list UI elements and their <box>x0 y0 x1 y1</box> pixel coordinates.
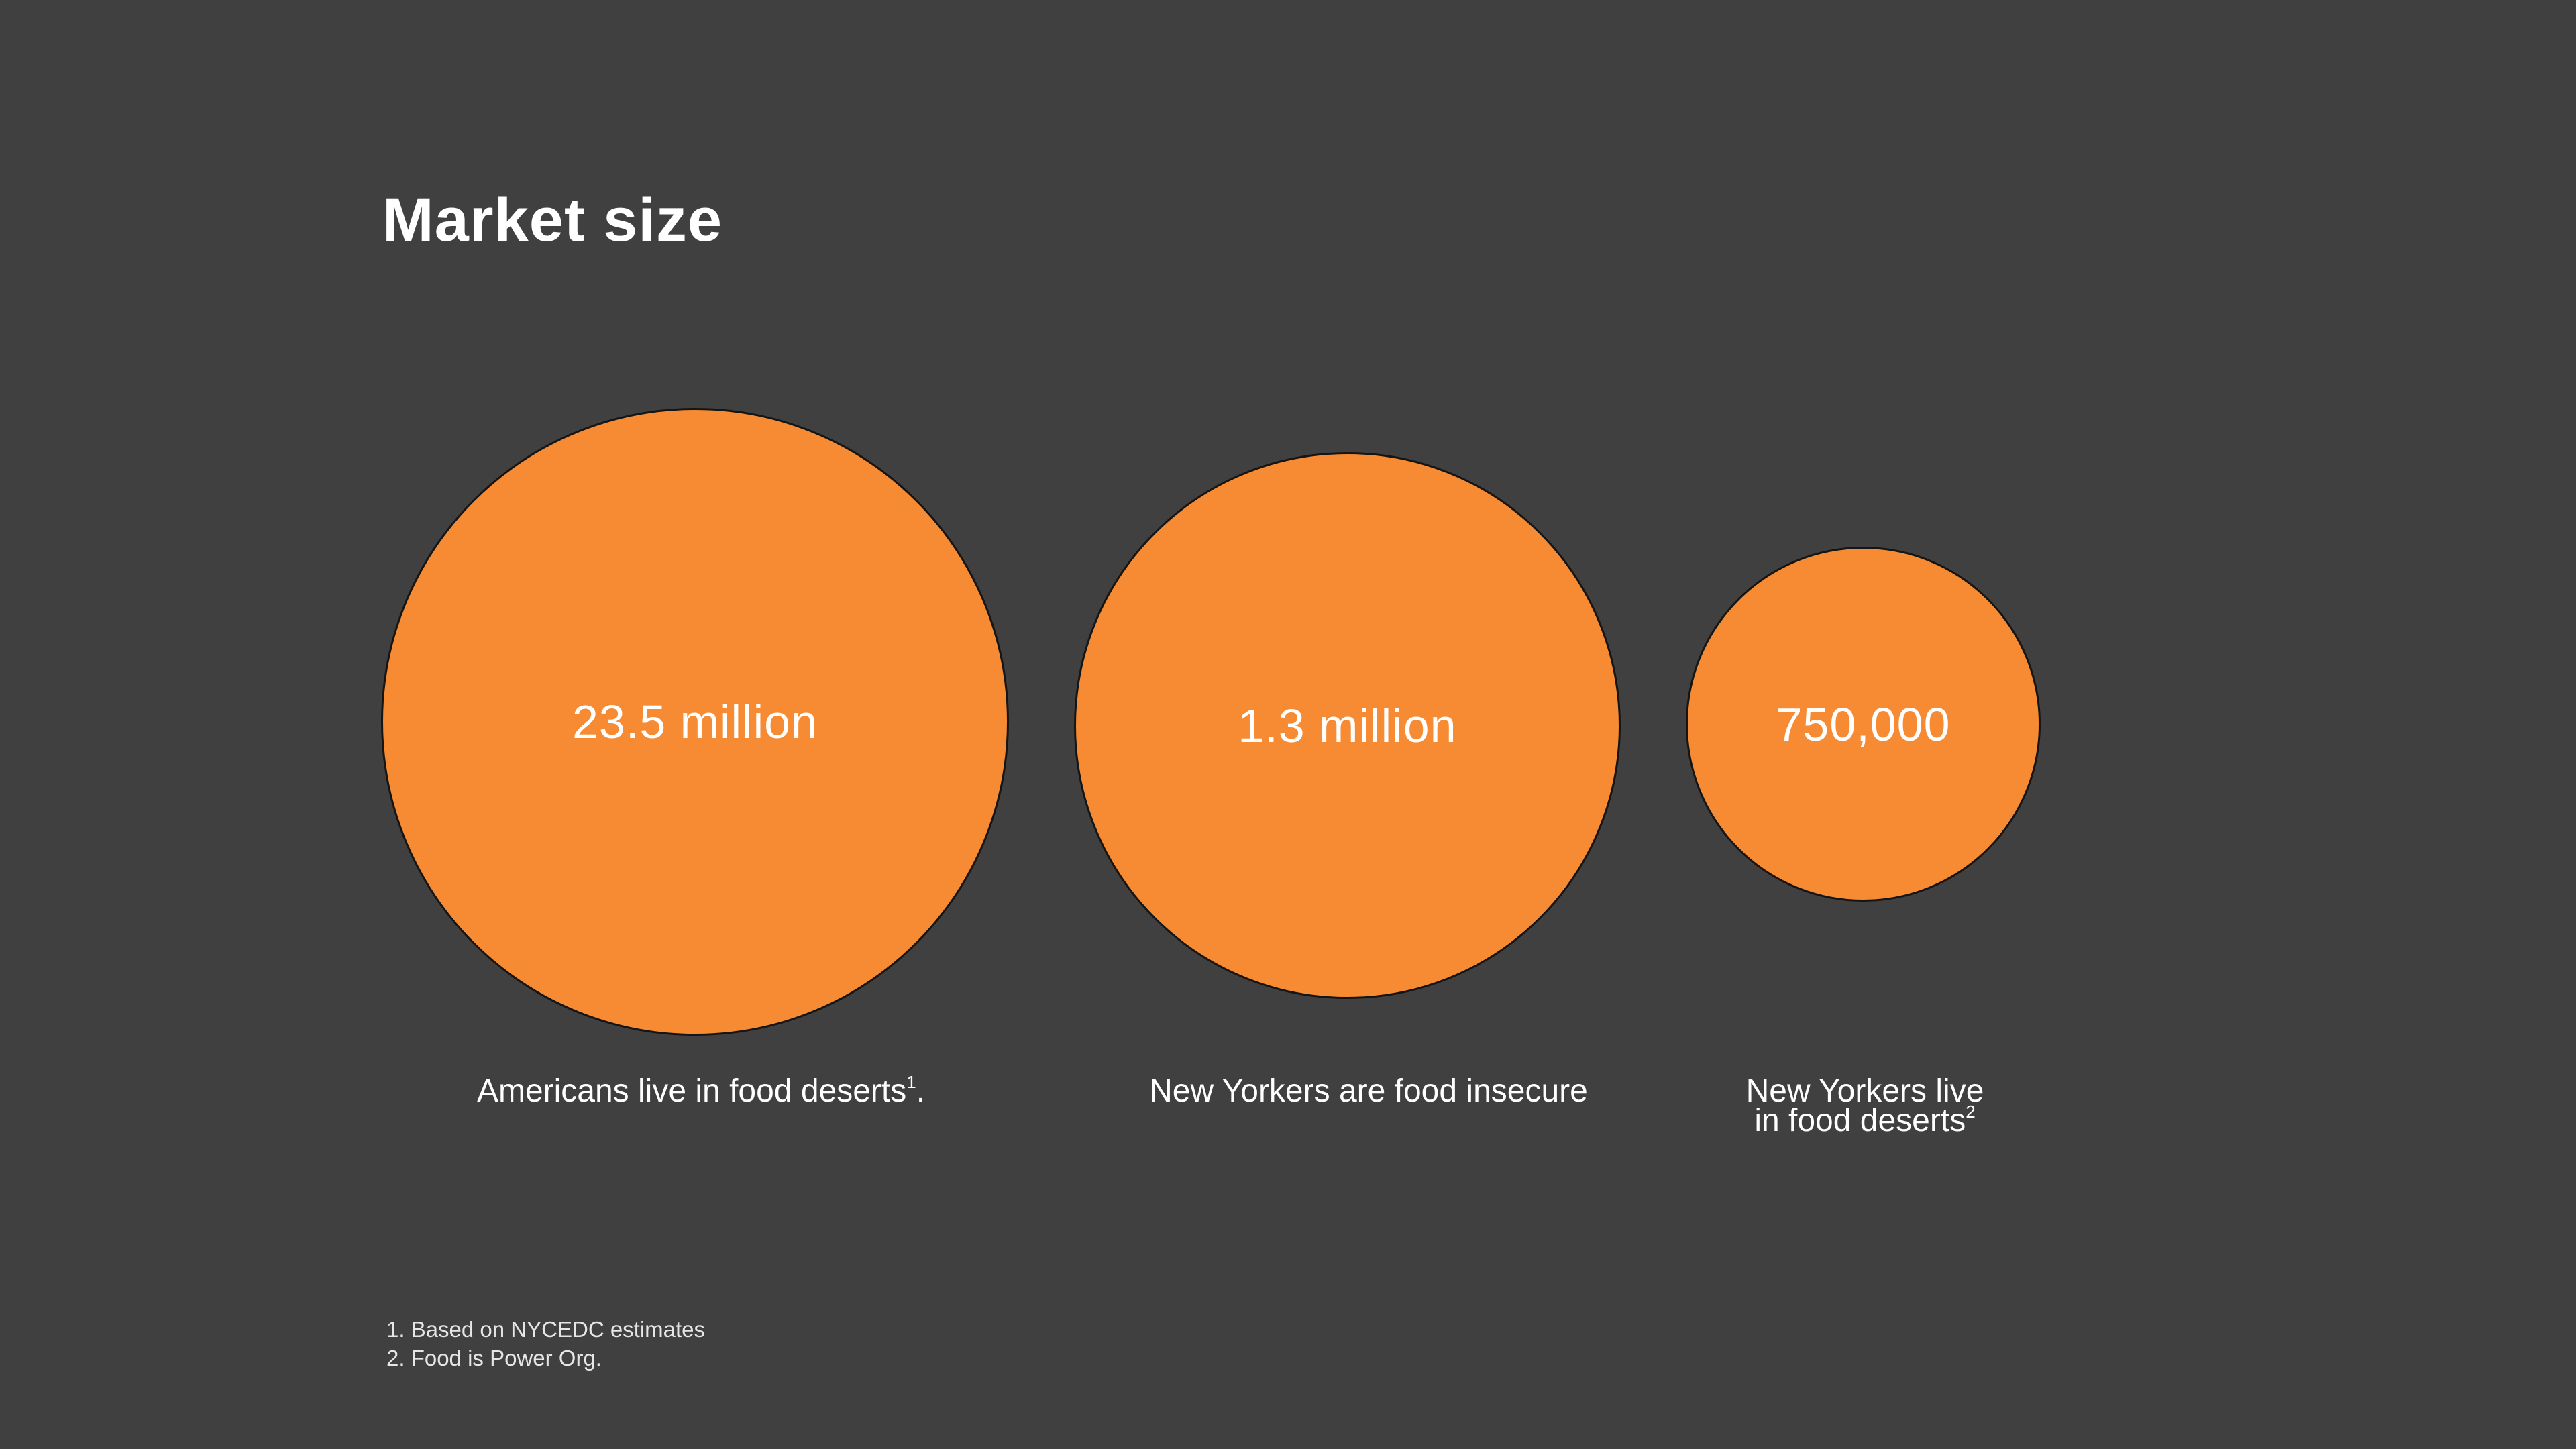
footnote: 2. Food is Power Org. <box>386 1346 602 1371</box>
stat-caption: Americans live in food deserts1. <box>429 1073 973 1108</box>
caption-text: Americans live in food deserts <box>476 1073 907 1109</box>
stat-value: 23.5 million <box>572 696 818 748</box>
stat-value: 1.3 million <box>1238 699 1457 752</box>
stat-circle-americans-food-deserts: 23.5 million <box>381 408 1009 1036</box>
caption-text: New Yorkers are food insecure <box>1149 1073 1588 1109</box>
slide-title: Market size <box>382 186 723 254</box>
caption-text: in food deserts <box>1754 1103 1966 1138</box>
footnote-ref: 2 <box>1966 1102 1976 1122</box>
stat-circle-new-yorkers-food-deserts: 750,000 <box>1686 547 2041 902</box>
footnote-ref: 1 <box>906 1072 916 1092</box>
stat-caption: New Yorkers live in food deserts2 <box>1697 1073 2033 1138</box>
caption-line: in food deserts2 <box>1697 1103 2033 1138</box>
stat-caption: New Yorkers are food insecure <box>1100 1075 1637 1108</box>
caption-line: New Yorkers live <box>1746 1073 1984 1109</box>
stat-value: 750,000 <box>1776 698 1951 751</box>
caption-punctuation: . <box>916 1073 926 1109</box>
stat-circle-new-yorkers-food-insecure: 1.3 million <box>1074 452 1621 999</box>
footnotes: 1. Based on NYCEDC estimates 2. Food is … <box>386 1315 705 1373</box>
footnote: 1. Based on NYCEDC estimates <box>386 1317 706 1342</box>
